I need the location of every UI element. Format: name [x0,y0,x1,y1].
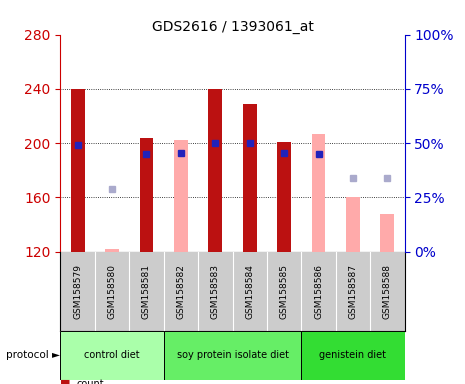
Text: GSM158585: GSM158585 [279,264,289,319]
Text: count: count [77,379,104,384]
Text: GSM158584: GSM158584 [245,264,254,319]
Text: GSM158580: GSM158580 [107,264,117,319]
Bar [346,197,360,252]
Bar [60,331,164,380]
Bar [208,89,222,252]
Text: GSM158579: GSM158579 [73,264,82,319]
Text: control diet: control diet [84,351,140,361]
Text: GSM158588: GSM158588 [383,264,392,319]
Bar [243,104,257,252]
Text: GSM158582: GSM158582 [176,264,186,319]
Title: GDS2616 / 1393061_at: GDS2616 / 1393061_at [152,20,313,33]
Bar [164,331,301,380]
Text: GSM158581: GSM158581 [142,264,151,319]
Bar [277,142,291,252]
Text: genistein diet: genistein diet [319,351,386,361]
Bar [380,214,394,252]
Text: soy protein isolate diet: soy protein isolate diet [177,351,288,361]
Text: GSM158583: GSM158583 [211,264,220,319]
Text: protocol ►: protocol ► [7,351,60,361]
Text: GSM158586: GSM158586 [314,264,323,319]
Bar [301,331,405,380]
Bar [71,89,85,252]
Bar [140,138,153,252]
Bar [312,134,326,252]
Bar [105,249,119,252]
Text: ■: ■ [60,379,71,384]
Text: GSM158587: GSM158587 [348,264,358,319]
Bar [174,141,188,252]
